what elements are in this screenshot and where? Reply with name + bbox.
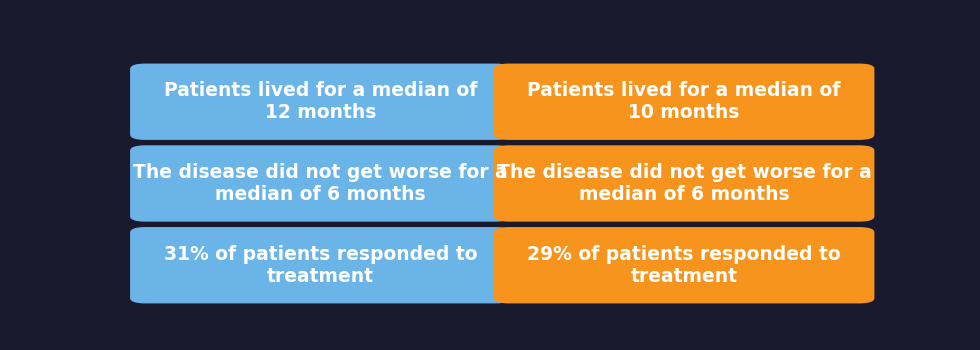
FancyBboxPatch shape — [130, 64, 511, 140]
FancyBboxPatch shape — [130, 145, 511, 222]
Text: 31% of patients responded to
treatment: 31% of patients responded to treatment — [164, 245, 477, 286]
Text: Patients lived for a median of
10 months: Patients lived for a median of 10 months — [527, 81, 841, 122]
Text: 29% of patients responded to
treatment: 29% of patients responded to treatment — [527, 245, 841, 286]
FancyBboxPatch shape — [494, 145, 874, 222]
FancyBboxPatch shape — [130, 227, 511, 303]
FancyBboxPatch shape — [494, 227, 874, 303]
Text: Patients lived for a median of
12 months: Patients lived for a median of 12 months — [164, 81, 477, 122]
Text: The disease did not get worse for a
median of 6 months: The disease did not get worse for a medi… — [497, 163, 871, 204]
FancyBboxPatch shape — [494, 64, 874, 140]
Text: The disease did not get worse for a
median of 6 months: The disease did not get worse for a medi… — [133, 163, 508, 204]
